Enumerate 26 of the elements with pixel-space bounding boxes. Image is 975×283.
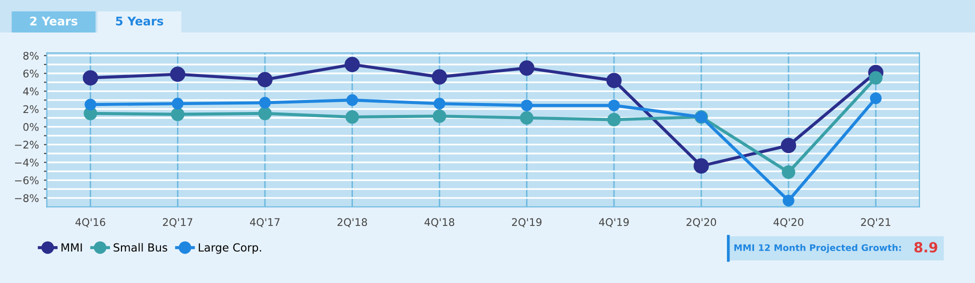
y-tick-label: 2%	[23, 105, 39, 114]
text: 5 Years	[116, 16, 164, 26]
y-tick-label: 8%	[23, 52, 39, 60]
x-tick-label: 4Q'20	[774, 218, 804, 228]
x-tick-label: 4Q'16	[75, 218, 106, 228]
x-tick-label: 4Q'18	[424, 218, 454, 228]
x-tick-label: 2Q'21	[861, 218, 890, 228]
y-tick-label: 4%	[23, 87, 39, 96]
y-tick-label: 0%	[23, 123, 39, 131]
text: 2 Years	[30, 16, 78, 26]
y-tick-label: 6%	[23, 70, 39, 78]
y-tick-label: −6%	[15, 176, 39, 184]
x-tick-label: 2Q'17	[162, 218, 192, 228]
legend-label: Small Bus	[114, 243, 168, 252]
legend-label: MMI	[62, 243, 82, 252]
legend-label: Large Corp.	[198, 243, 262, 254]
y-tick-label: −8%	[15, 194, 39, 202]
x-tick-label: 2Q'18	[338, 218, 367, 228]
x-tick-label: 4Q'17	[250, 218, 280, 228]
y-tick-label: −4%	[15, 158, 39, 166]
text: 8.9	[914, 242, 938, 253]
x-tick-label: 4Q'19	[599, 218, 629, 228]
text: MMI 12 Month Projected Growth:	[734, 244, 901, 253]
x-tick-label: 2Q'19	[512, 218, 542, 228]
x-tick-label: 2Q'20	[686, 218, 716, 228]
y-tick-label: −2%	[15, 140, 39, 149]
